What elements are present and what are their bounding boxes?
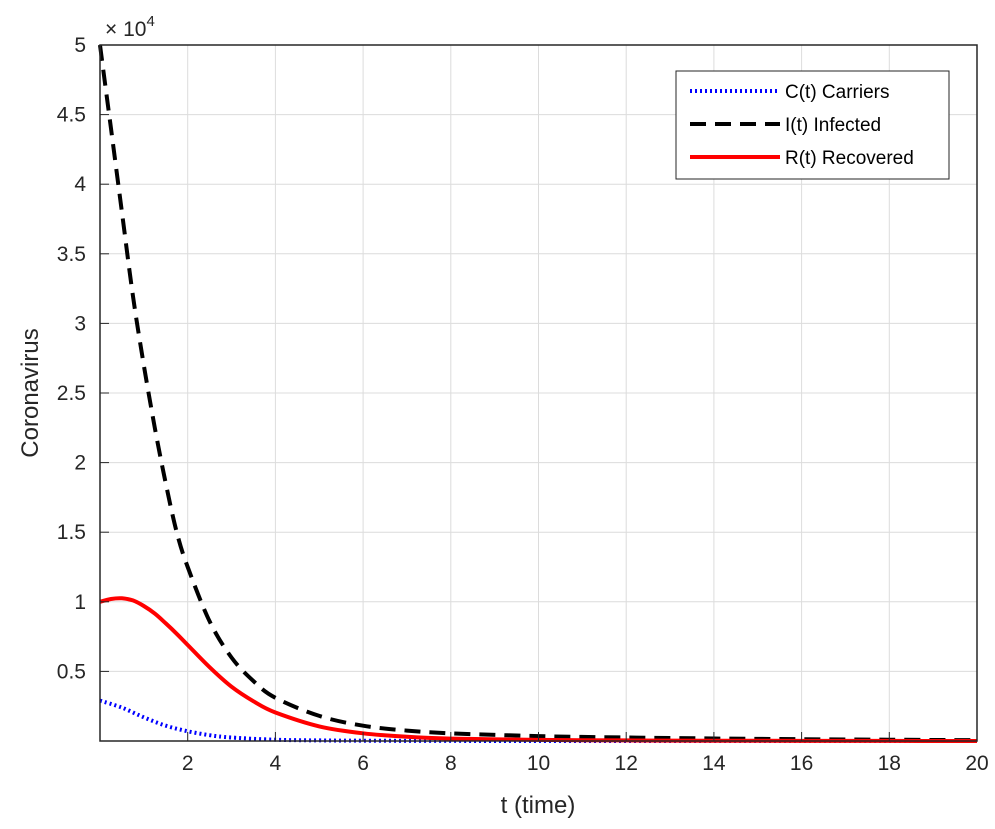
x-tick-label: 12 [615, 752, 638, 775]
grid-lines [100, 44, 978, 741]
y-tick-label: 4.5 [57, 104, 86, 127]
x-tick-label: 2 [182, 752, 194, 775]
y-exponent-label: × 104 [105, 13, 155, 41]
x-tick-label: 8 [445, 752, 457, 775]
x-axis-label: t (time) [501, 792, 576, 819]
y-tick-label: 2 [74, 452, 86, 475]
y-axis-label: Coronavirus [17, 328, 44, 457]
x-axis: 2 4 6 8 10 12 14 16 18 20 [182, 732, 989, 775]
y-tick-label: 4 [74, 173, 86, 196]
x-tick-label: 16 [790, 752, 813, 775]
y-tick-label: 5 [74, 34, 86, 57]
y-tick-label: 3 [74, 312, 86, 335]
x-tick-label: 6 [357, 752, 369, 775]
legend-label: C(t) Carriers [785, 82, 890, 103]
legend-label: I(t) Infected [785, 115, 881, 136]
x-tick-label: 20 [965, 752, 988, 775]
x-tick-label: 14 [702, 752, 726, 775]
y-tick-label: 3.5 [57, 243, 86, 266]
legend-label: R(t) Recovered [785, 148, 914, 169]
legend: C(t) Carriers I(t) Infected R(t) Recovered [675, 70, 950, 180]
series-line-2 [98, 44, 978, 743]
y-tick-label: 1 [74, 591, 86, 614]
y-axis: 0.5 1 1.5 2 2.5 3 3.5 4 4.5 5 [57, 34, 109, 683]
y-tick-label: 2.5 [57, 382, 86, 405]
x-tick-label: 4 [270, 752, 282, 775]
x-tick-label: 18 [878, 752, 901, 775]
x-tick-label: 10 [527, 752, 550, 775]
y-tick-label: 0.5 [57, 660, 86, 683]
y-tick-label: 1.5 [57, 521, 86, 544]
